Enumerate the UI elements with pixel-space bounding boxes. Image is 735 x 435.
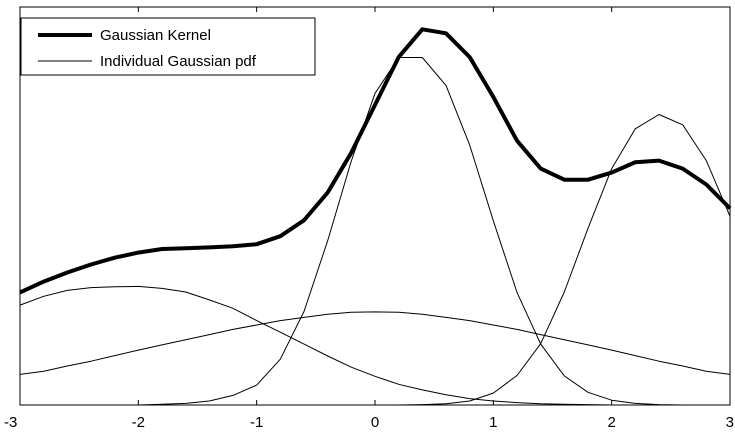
x-tick-label: 0 [371,414,379,431]
legend: Gaussian Kernel Individual Gaussian pdf [20,17,316,76]
series-line-gaussian-kernel [19,27,732,295]
series-line-gaussian-pdf-3 [19,311,731,375]
x-tick-label: 3 [726,414,734,431]
legend-box [20,17,316,76]
x-tick-label: 1 [489,414,497,431]
x-tick-label: -2 [132,414,145,431]
x-tick-label: -1 [250,414,263,431]
legend-label-pdf: Individual Gaussian pdf [100,53,257,70]
x-axis-ticks: -3 -2 -1 0 1 2 3 [4,7,734,431]
x-tick-label: -3 [4,414,17,431]
legend-label-kernel: Gaussian Kernel [100,27,211,44]
x-tick-label: 2 [607,414,615,431]
